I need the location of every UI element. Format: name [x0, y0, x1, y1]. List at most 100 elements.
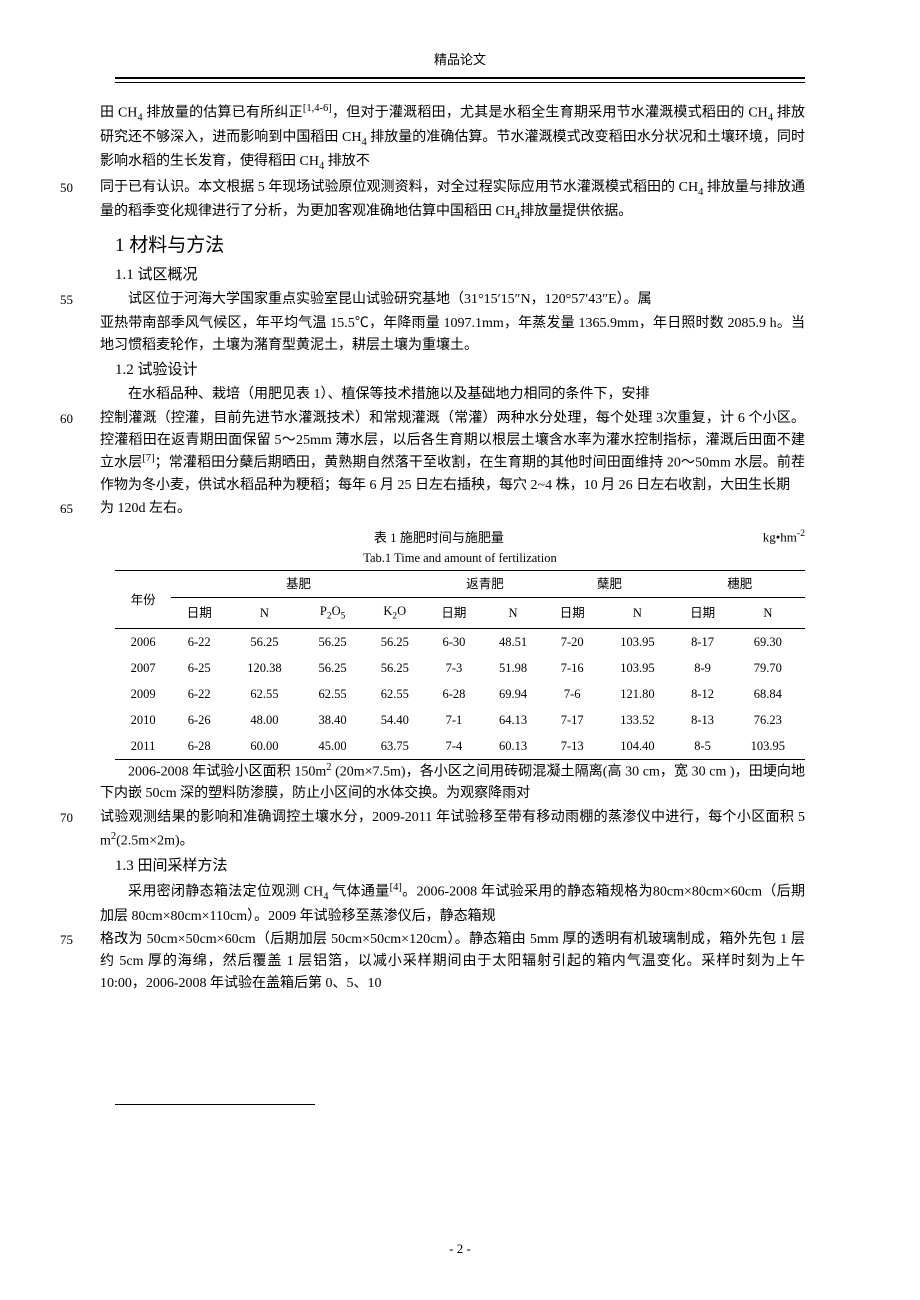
- footnote-rule: [115, 1104, 315, 1105]
- table-cell: 76.23: [731, 707, 805, 733]
- table-cell: 2010: [115, 707, 171, 733]
- table-row: 20076-25120.3856.2556.257-351.987-16103.…: [115, 655, 805, 681]
- line-gutter: [60, 880, 100, 881]
- t: ；常灌稻田分蘖后期晒田，黄熟期自然落干至收割，在生育期的其他时间田面维持 20～…: [100, 456, 805, 493]
- t: 排放量的估算已有所纠正: [143, 105, 303, 120]
- table-cell: 8-13: [675, 707, 731, 733]
- table-header-row-2: 日期 N P2O5 K2O 日期 N 日期 N 日期 N: [115, 598, 805, 629]
- table-cell: 7-17: [544, 707, 600, 733]
- t: 排放不: [324, 154, 370, 169]
- para-text: 2006-2008 年试验小区面积 150m2 (20m×7.5m)，各小区之间…: [100, 760, 805, 805]
- th-tiller: 蘖肥: [544, 571, 674, 598]
- t: kg•hm: [763, 530, 797, 545]
- table-cell: 7-20: [544, 628, 600, 655]
- table-1: 年份 基肥 返青肥 蘖肥 穗肥 日期 N P2O5 K2O 日期 N 日期 N …: [115, 570, 805, 760]
- table-1-title-cn: 表 1 施肥时间与施肥量: [115, 528, 763, 549]
- table-cell: 7-6: [544, 681, 600, 707]
- table-1-body: 20066-2256.2556.2556.256-3048.517-20103.…: [115, 628, 805, 759]
- post-table-para-a: 2006-2008 年试验小区面积 150m2 (20m×7.5m)，各小区之间…: [115, 760, 805, 805]
- line-gutter: [60, 313, 100, 314]
- s1-2-para-a: 在水稻品种、栽培（用肥见表 1）、植保等技术措施以及基础地力相同的条件下，安排: [115, 384, 805, 406]
- table-cell: 8-12: [675, 681, 731, 707]
- table-cell: 48.51: [482, 628, 544, 655]
- table-cell: 103.95: [731, 733, 805, 760]
- th-date: 日期: [426, 598, 482, 629]
- table-cell: 2006: [115, 628, 171, 655]
- line-number-50: 50: [60, 177, 100, 199]
- table-cell: 7-16: [544, 655, 600, 681]
- s1-3-para-b: 75 格改为 50cm×50cm×60cm（后期加层 50cm×50cm×120…: [115, 929, 805, 994]
- table-1-title-row: 表 1 施肥时间与施肥量 kg•hm-2: [115, 526, 805, 548]
- line-number-75: 75: [60, 929, 100, 951]
- s1-2-para-b: 60 控制灌溉（控灌，目前先进节水灌溉技术）和常规灌溉（常灌）两种水分处理，每个…: [115, 408, 805, 496]
- table-cell: 103.95: [600, 628, 674, 655]
- page-number: - 2 -: [0, 1239, 920, 1260]
- table-cell: 69.30: [731, 628, 805, 655]
- th-year: 年份: [115, 571, 171, 629]
- th-k2o: K2O: [364, 598, 426, 629]
- th-n: N: [600, 598, 674, 629]
- th-n: N: [227, 598, 301, 629]
- citation-ref: [7]: [142, 453, 154, 464]
- table-cell: 56.25: [364, 628, 426, 655]
- table-cell: 56.25: [364, 655, 426, 681]
- table-cell: 69.94: [482, 681, 544, 707]
- table-1-unit: kg•hm-2: [763, 526, 805, 548]
- para-text: 在水稻品种、栽培（用肥见表 1）、植保等技术措施以及基础地力相同的条件下，安排: [100, 384, 805, 406]
- table-cell: 2009: [115, 681, 171, 707]
- para-text: 试验观测结果的影响和准确调控土壤水分，2009-2011 年试验移至带有移动雨棚…: [100, 807, 805, 852]
- citation-ref: [4]: [390, 882, 402, 893]
- table-cell: 51.98: [482, 655, 544, 681]
- th-n: N: [482, 598, 544, 629]
- table-cell: 133.52: [600, 707, 674, 733]
- citation-ref: [1,4-6]: [303, 103, 332, 114]
- para-text: 采用密闭静态箱法定位观测 CH4 气体通量[4]。2006-2008 年试验采用…: [100, 880, 805, 927]
- page-header: 精品论文: [115, 50, 805, 71]
- table-cell: 56.25: [302, 655, 364, 681]
- line-gutter: [60, 384, 100, 385]
- table-cell: 48.00: [227, 707, 301, 733]
- line-number-70: 70: [60, 807, 100, 829]
- para-text: 格改为 50cm×50cm×60cm（后期加层 50cm×50cm×120cm）…: [100, 929, 805, 994]
- table-cell: 6-30: [426, 628, 482, 655]
- t: P: [320, 604, 327, 618]
- table-cell: 8-17: [675, 628, 731, 655]
- table-cell: 120.38: [227, 655, 301, 681]
- intro-para-2: 50 同于已有认识。本文根据 5 年现场试验原位观测资料，对全过程实际应用节水灌…: [115, 177, 805, 225]
- table-cell: 2007: [115, 655, 171, 681]
- t: 2006-2008 年试验小区面积 150m: [128, 765, 326, 780]
- t: 排放量提供依据。: [520, 204, 632, 219]
- sub: 5: [341, 612, 346, 622]
- para-text: 同于已有认识。本文根据 5 年现场试验原位观测资料，对全过程实际应用节水灌溉模式…: [100, 177, 805, 225]
- t: O: [332, 604, 341, 618]
- s1-3-para-a: 采用密闭静态箱法定位观测 CH4 气体通量[4]。2006-2008 年试验采用…: [115, 880, 805, 927]
- table-cell: 45.00: [302, 733, 364, 760]
- table-cell: 68.84: [731, 681, 805, 707]
- th-regreen: 返青肥: [426, 571, 544, 598]
- para-text: 亚热带南部季风气候区，年平均气温 15.5℃，年降雨量 1097.1mm，年蒸发…: [100, 313, 805, 356]
- table-cell: 60.00: [227, 733, 301, 760]
- post-table-para-b: 70 试验观测结果的影响和准确调控土壤水分，2009-2011 年试验移至带有移…: [115, 807, 805, 852]
- table-cell: 121.80: [600, 681, 674, 707]
- table-cell: 60.13: [482, 733, 544, 760]
- table-cell: 62.55: [227, 681, 301, 707]
- line-gutter: [60, 760, 100, 761]
- table-cell: 7-13: [544, 733, 600, 760]
- sup: -2: [797, 528, 805, 539]
- th-date: 日期: [675, 598, 731, 629]
- line-number-65: 65: [60, 498, 100, 520]
- th-date: 日期: [544, 598, 600, 629]
- intro-para-1: 田 CH4 排放量的估算已有所纠正[1,4-6]，但对于灌溉稻田，尤其是水稻全生…: [115, 101, 805, 175]
- table-cell: 8-5: [675, 733, 731, 760]
- table-cell: 62.55: [364, 681, 426, 707]
- table-cell: 6-28: [426, 681, 482, 707]
- t: ，但对于灌溉稻田，尤其是水稻全生育期采用节水灌溉模式稻田的 CH: [332, 105, 768, 120]
- table-row: 20096-2262.5562.5562.556-2869.947-6121.8…: [115, 681, 805, 707]
- table-row: 20066-2256.2556.2556.256-3048.517-20103.…: [115, 628, 805, 655]
- section-1-heading: 1 材料与方法: [115, 231, 805, 261]
- th-date: 日期: [171, 598, 227, 629]
- page: 精品论文 田 CH4 排放量的估算已有所纠正[1,4-6]，但对于灌溉稻田，尤其…: [0, 0, 920, 1300]
- table-cell: 6-26: [171, 707, 227, 733]
- t: 试验观测结果的影响和准确调控土壤水分，2009-2011 年试验移至带有移动雨棚…: [100, 810, 805, 848]
- table-cell: 6-25: [171, 655, 227, 681]
